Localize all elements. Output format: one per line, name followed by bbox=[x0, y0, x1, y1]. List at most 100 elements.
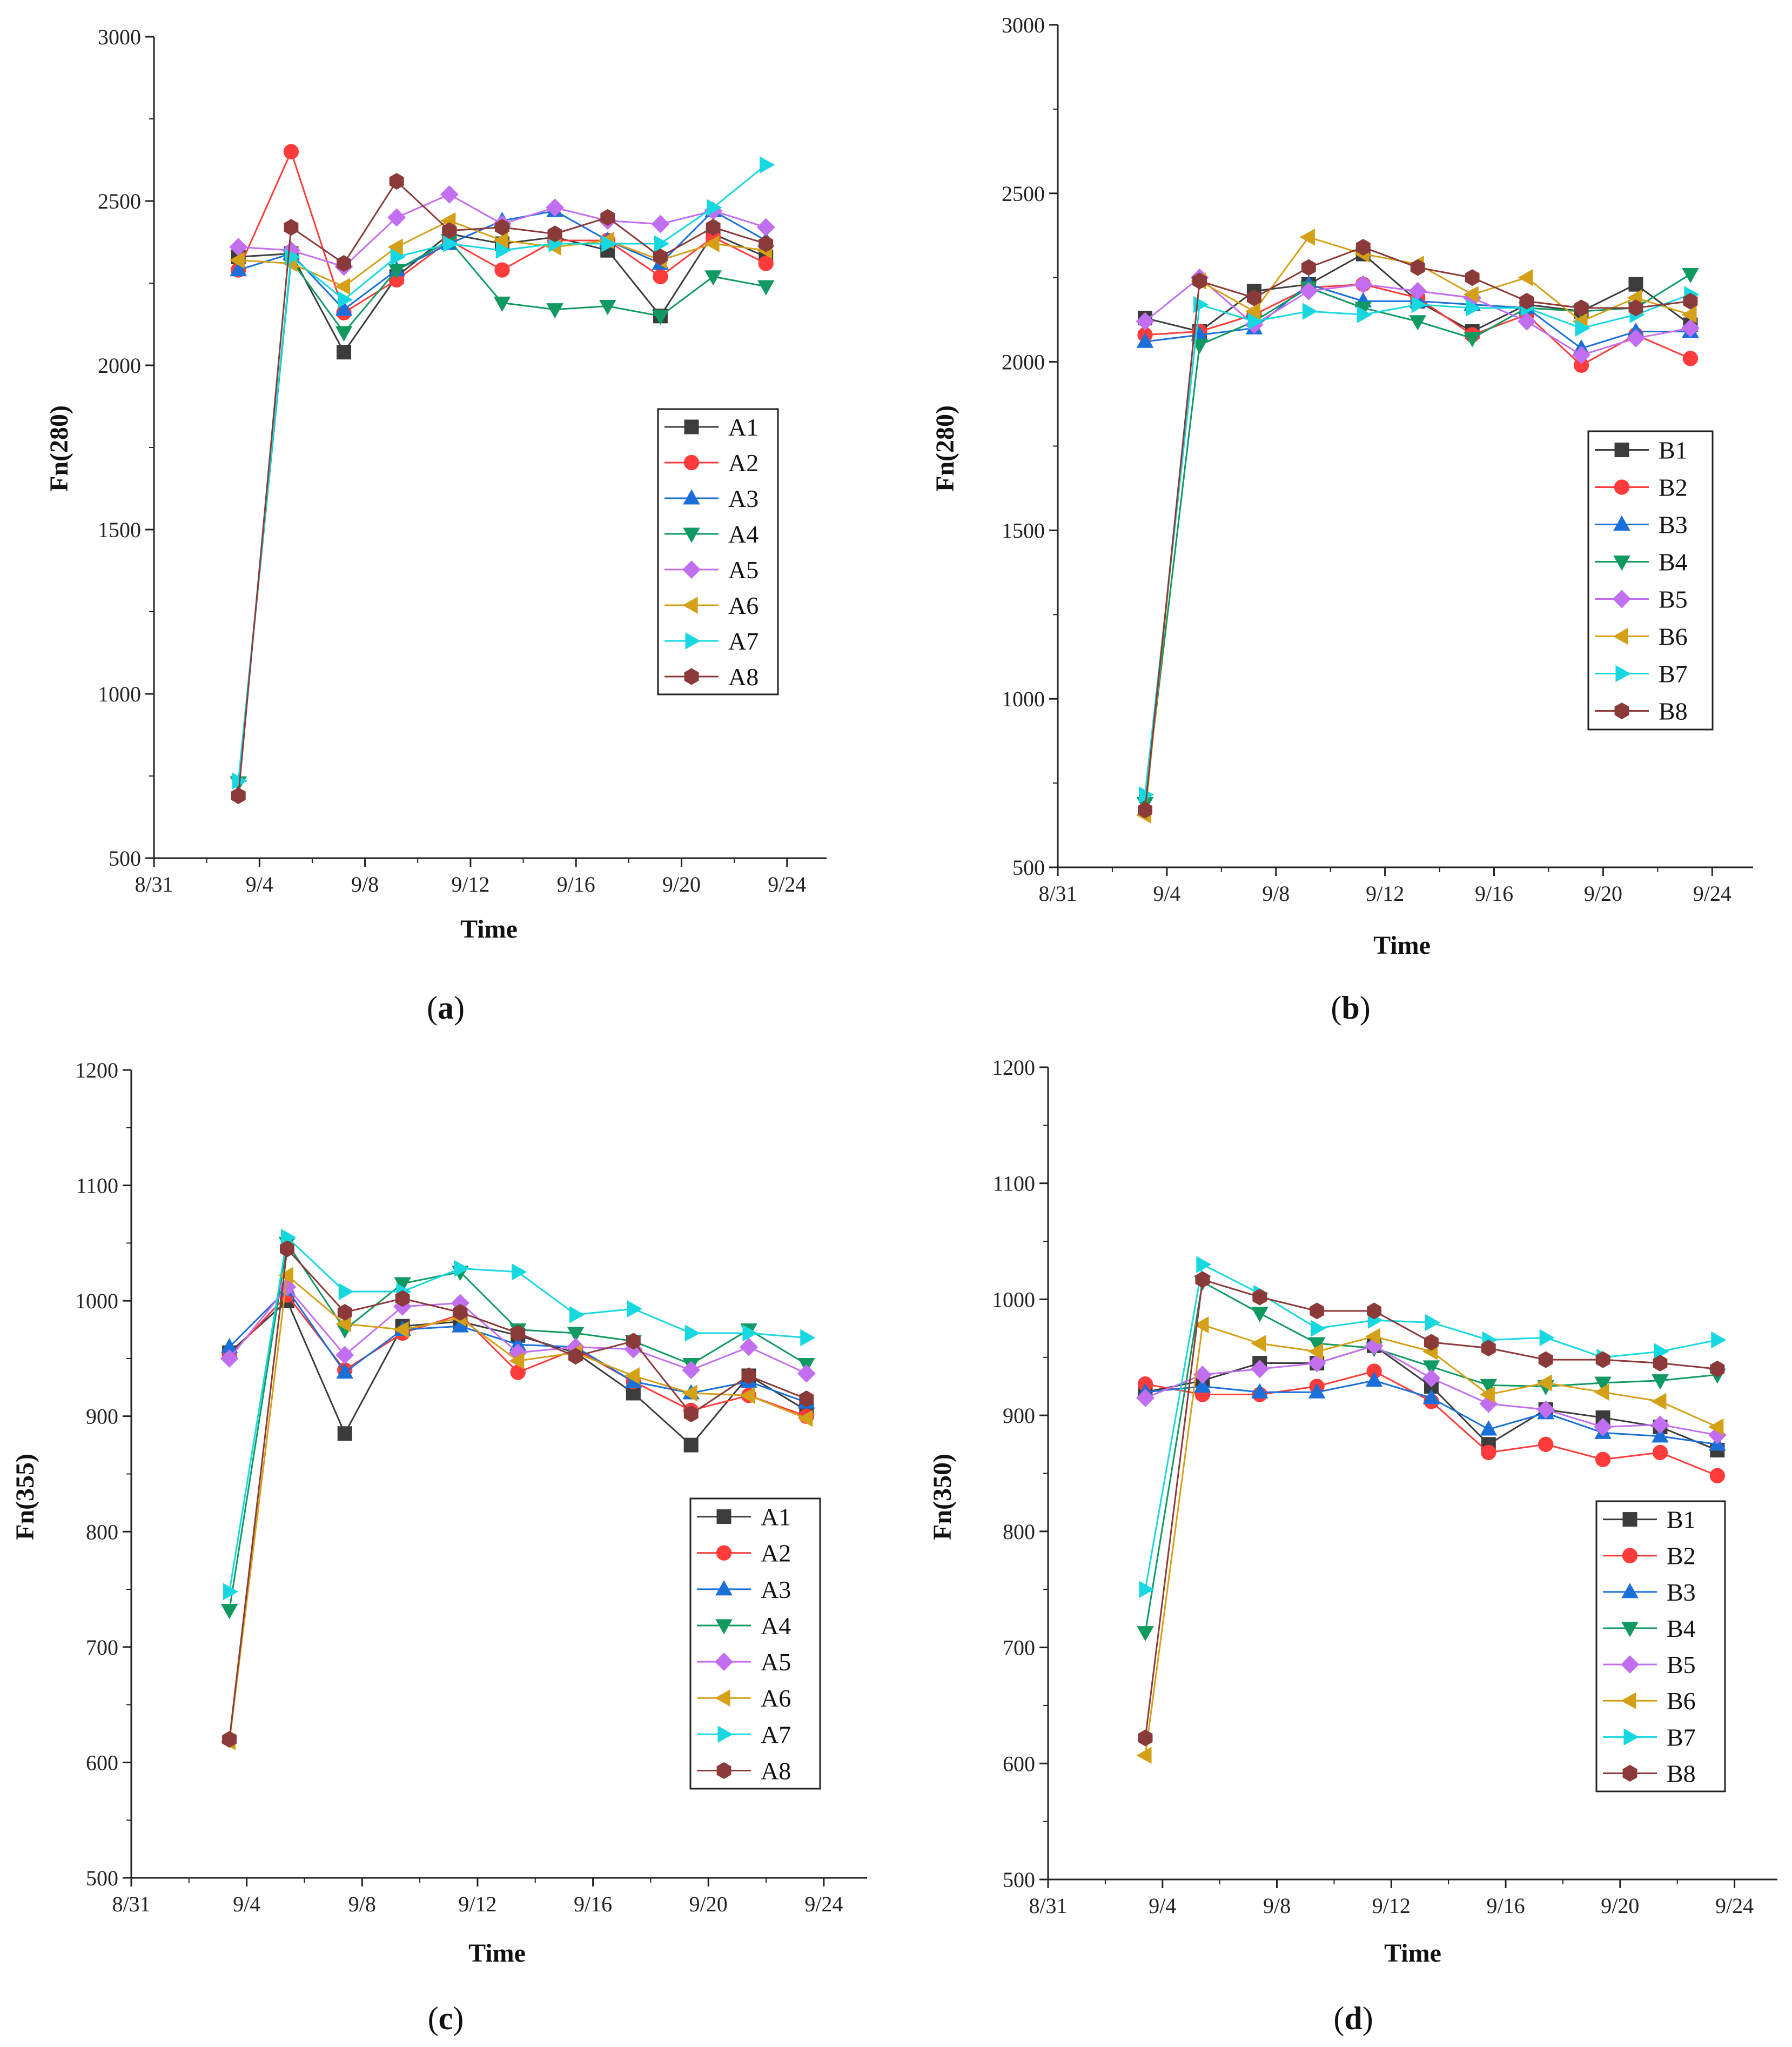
data-point-A4 bbox=[757, 280, 775, 296]
legend-label-B1: B1 bbox=[1659, 437, 1688, 464]
panel-label: (b) bbox=[1331, 990, 1370, 1026]
x-axis-title: Time bbox=[460, 915, 518, 944]
panel-label-open-paren: ( bbox=[427, 990, 438, 1026]
data-point-A4 bbox=[652, 310, 669, 325]
data-point-B7 bbox=[1311, 1320, 1326, 1337]
data-point-B4 bbox=[1480, 1379, 1498, 1394]
x-tick-label: 9/16 bbox=[557, 872, 595, 897]
data-point-B5 bbox=[1250, 1360, 1269, 1379]
data-point-A8 bbox=[511, 1324, 526, 1342]
data-point-B3 bbox=[1652, 1427, 1669, 1443]
x-tick-label: 9/4 bbox=[1149, 1894, 1176, 1918]
series-A8 bbox=[231, 172, 774, 805]
data-point-A6 bbox=[278, 1267, 293, 1284]
data-point-B8 bbox=[1465, 269, 1480, 286]
legend-marker-B6 bbox=[1621, 1692, 1636, 1709]
data-point-A6 bbox=[624, 1367, 640, 1384]
legend-label-A3: A3 bbox=[728, 485, 759, 512]
y-tick-label: 900 bbox=[1003, 1403, 1035, 1428]
data-point-B8 bbox=[1246, 289, 1261, 306]
legend-label-A4: A4 bbox=[761, 1612, 791, 1640]
y-tick-label: 1100 bbox=[76, 1174, 118, 1198]
legend-marker-B1 bbox=[1622, 1512, 1637, 1527]
x-tick-label: 9/24 bbox=[804, 1892, 843, 1916]
legend-label-A6: A6 bbox=[728, 592, 759, 619]
data-point-B8 bbox=[1628, 299, 1643, 317]
data-point-B7 bbox=[1539, 1329, 1555, 1347]
panel-label: (c) bbox=[428, 2001, 464, 2036]
x-tick-label: 9/4 bbox=[246, 872, 273, 897]
data-point-A6 bbox=[493, 232, 509, 249]
data-point-A8 bbox=[231, 787, 246, 805]
legend-marker-B7 bbox=[1623, 1728, 1639, 1746]
x-tick-label: 9/12 bbox=[1372, 1894, 1411, 1918]
data-point-A8 bbox=[395, 1290, 410, 1307]
legend-label-A4: A4 bbox=[728, 520, 759, 548]
data-point-A8 bbox=[626, 1333, 641, 1350]
y-tick-label: 500 bbox=[1012, 855, 1045, 880]
y-axis-title: Fn(350) bbox=[928, 1454, 957, 1540]
chart-d: 500 600 700 800 900 1000 1100 1200 8/31 9/4 9/8 9/1… bbox=[928, 1055, 1777, 2036]
data-point-A6 bbox=[334, 278, 351, 295]
data-point-A7 bbox=[337, 291, 353, 309]
data-point-B4 bbox=[1682, 267, 1699, 284]
data-point-A6 bbox=[393, 1321, 409, 1339]
data-point-B8 bbox=[1301, 259, 1316, 276]
x-tick-label: 9/20 bbox=[689, 1892, 728, 1916]
legend-marker-B2 bbox=[1622, 1548, 1638, 1563]
legend-label-B8: B8 bbox=[1667, 1760, 1696, 1787]
data-point-A8 bbox=[741, 1367, 756, 1384]
legend-marker-A5 bbox=[682, 560, 701, 579]
x-tick-label: 9/24 bbox=[768, 872, 806, 897]
chart-a: 500 1000 1500 2000 2500 3000 8/31 9/4 9/8 9/12 9/1… bbox=[45, 25, 827, 1026]
legend-marker-B5 bbox=[1613, 590, 1631, 608]
legend-label-A5: A5 bbox=[728, 556, 759, 584]
legend-marker-B5 bbox=[1621, 1655, 1639, 1674]
series-B6 bbox=[1136, 1316, 1724, 1764]
data-point-B3 bbox=[1308, 1383, 1326, 1399]
legend: B1 B2 B3 B4 B5 B6 B7 B8 bbox=[1587, 430, 1714, 731]
data-point-A5 bbox=[740, 1337, 758, 1356]
legend-marker-A6 bbox=[715, 1689, 730, 1707]
data-point-A8 bbox=[284, 219, 299, 236]
x-tick-label: 9/8 bbox=[351, 872, 379, 897]
data-point-A4 bbox=[704, 270, 722, 286]
y-tick-label: 800 bbox=[1003, 1520, 1035, 1544]
x-tick-label: 9/8 bbox=[1263, 1894, 1291, 1918]
data-point-A5 bbox=[682, 1361, 701, 1380]
data-point-B8 bbox=[1355, 239, 1371, 256]
series-A7 bbox=[223, 1228, 816, 1601]
data-point-A8 bbox=[799, 1390, 814, 1408]
legend-marker-A8 bbox=[684, 668, 699, 685]
data-point-B5 bbox=[1136, 312, 1155, 331]
data-point-B7 bbox=[1247, 312, 1264, 330]
data-point-A1 bbox=[337, 345, 352, 360]
legend-marker-B8 bbox=[1622, 1764, 1637, 1782]
data-point-B7 bbox=[1466, 299, 1481, 317]
data-point-A6 bbox=[740, 1387, 755, 1404]
legend-marker-A1 bbox=[684, 419, 699, 434]
legend-marker-B3 bbox=[1613, 515, 1630, 531]
data-point-B6 bbox=[1463, 286, 1479, 303]
panel-label-close-paren: ) bbox=[1360, 990, 1371, 1026]
x-tick-label: 9/24 bbox=[1715, 1894, 1754, 1918]
data-point-B8 bbox=[1710, 1360, 1725, 1377]
legend-label-B8: B8 bbox=[1659, 698, 1688, 725]
legend-marker-B7 bbox=[1615, 665, 1631, 683]
y-tick-label: 600 bbox=[86, 1750, 118, 1775]
data-point-A6 bbox=[682, 1384, 697, 1402]
data-point-B8 bbox=[1138, 801, 1152, 819]
data-point-A7 bbox=[454, 1260, 469, 1277]
data-point-B7 bbox=[1425, 1314, 1441, 1332]
data-point-A7 bbox=[800, 1329, 816, 1347]
data-point-B4 bbox=[1464, 332, 1481, 347]
y-tick-label: 1000 bbox=[992, 1287, 1035, 1312]
data-point-A5 bbox=[335, 1346, 354, 1364]
legend-label-B6: B6 bbox=[1667, 1687, 1696, 1715]
legend-box bbox=[657, 408, 779, 695]
x-tick-label: 9/8 bbox=[1262, 881, 1290, 906]
data-point-B6 bbox=[1708, 1418, 1724, 1436]
data-point-B5 bbox=[1572, 346, 1590, 365]
legend-label-B4: B4 bbox=[1659, 548, 1688, 576]
